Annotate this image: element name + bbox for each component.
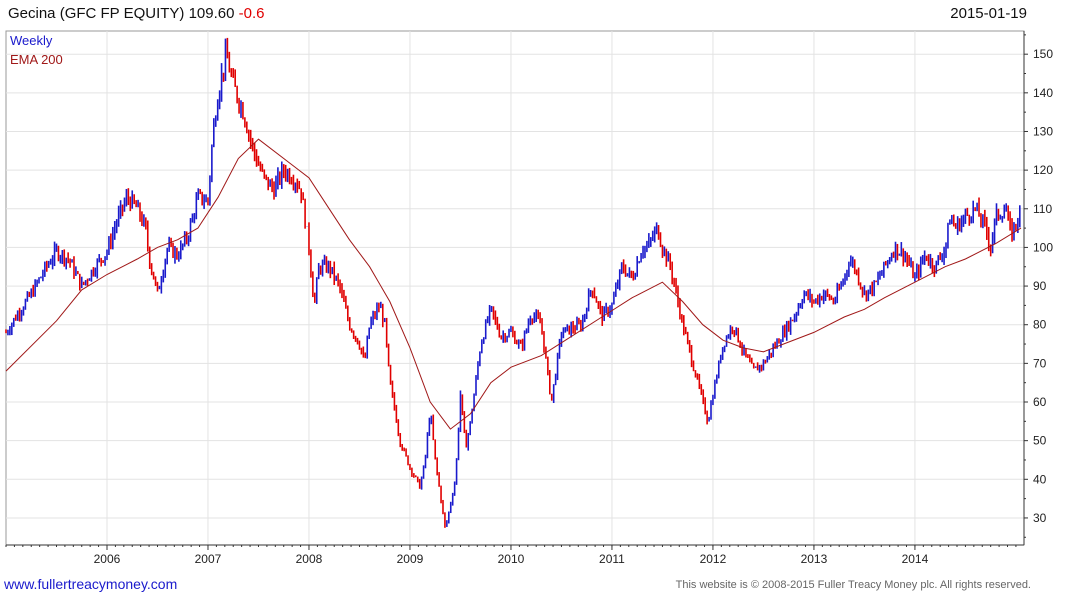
y-tick-label: 100 [1033,240,1053,254]
x-tick-label: 2008 [296,552,323,566]
y-tick-label: 60 [1033,395,1047,409]
x-tick-label: 2007 [195,552,222,566]
y-tick-label: 50 [1033,434,1047,448]
y-tick-label: 40 [1033,472,1047,486]
legend-weekly: Weekly [10,33,53,48]
x-tick-label: 2012 [700,552,727,566]
x-tick-label: 2013 [801,552,828,566]
y-tick-label: 70 [1033,356,1047,370]
last-price: 109.60 [188,5,235,22]
y-tick-label: 120 [1033,163,1053,177]
plot-frame [5,30,1025,546]
chart-title: Gecina (GFC FP EQUITY) 109.60 -0.6 [8,5,265,22]
x-tick-label: 2011 [599,552,625,566]
x-tick-label: 2009 [397,552,424,566]
footer-copyright: This website is © 2008-2015 Fuller Treac… [675,579,1031,591]
weekly-bars [5,37,1021,528]
y-tick-label: 30 [1033,511,1047,525]
y-tick-label: 130 [1033,124,1053,138]
ema-200-line [5,138,1022,430]
x-tick-label: 2010 [498,552,525,566]
legend-ema-200: EMA 200 [10,52,63,67]
y-tick-label: 150 [1033,47,1053,61]
footer-website-link[interactable]: www.fullertreacymoney.com [4,576,178,592]
y-tick-label: 110 [1033,202,1052,216]
y-tick-label: 90 [1033,279,1047,293]
security-name: Gecina (GFC FP EQUITY) [8,5,185,22]
x-tick-label: 2014 [902,552,929,566]
x-tick-label: 2006 [94,552,121,566]
price-change: -0.6 [238,5,265,22]
y-tick-label: 140 [1033,86,1053,100]
chart-date: 2015-01-19 [950,5,1027,22]
y-tick-label: 80 [1033,318,1047,332]
